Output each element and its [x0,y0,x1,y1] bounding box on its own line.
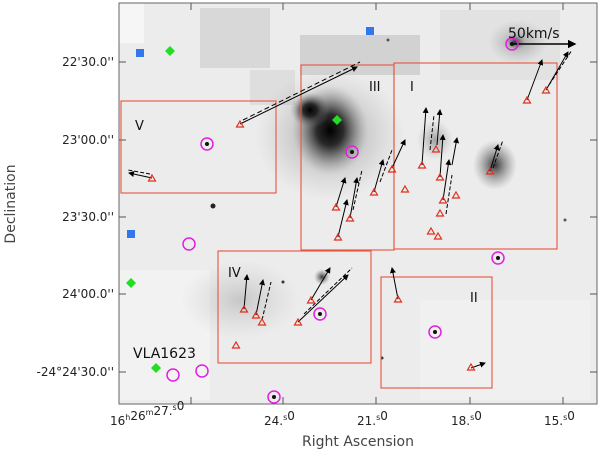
knot-triangles [147,85,551,371]
source-dots [205,42,514,399]
region-label-v: V [135,119,144,134]
region-box-iv [217,250,372,364]
plot-frame [118,2,598,405]
region-box-v [120,100,277,194]
region-label-ii: II [470,291,478,306]
region-box-i [393,62,558,250]
region-label-iv: IV [228,266,241,281]
y-axis-label: Declination [3,164,19,243]
proper-motion-vectors [127,39,577,369]
region-box-ii [380,276,493,389]
region-boxes [120,62,558,389]
green-diamonds [126,46,342,373]
scale-bar-label: 50km/s [508,26,560,42]
blue-squares [127,27,374,238]
ra-tick-labels: 16h26m27.s0 24.s0 21.s0 18.s0 15.s0 [110,399,575,428]
dec-tick-label: 23'00.0'' [62,133,114,147]
ra-tick-label-2: 21.s0 [357,409,388,428]
source-circles [166,37,519,404]
ra-tick-label-1: 24.s0 [264,409,295,428]
region-label-iii: III [369,80,381,95]
dec-tick-labels: 22'30.0'' 23'00.0'' 23'30.0'' 24'00.0'' … [37,55,114,379]
dec-tick-label: -24°24'30.0'' [37,365,114,379]
region-label-i: I [410,80,414,95]
x-axis-label: Right Ascension [302,434,414,450]
ra-tick-label-4: 15.s0 [544,409,575,428]
vla1623-label: VLA1623 [133,346,196,362]
dec-tick-label: 23'30.0'' [62,210,114,224]
dec-tick-label: 24'00.0'' [62,287,114,301]
axis-ticks [119,3,597,404]
ra-tick-label-0: 16h26m27.s0 [110,399,184,428]
ra-tick-label-3: 18.s0 [451,409,482,428]
sky-image [119,3,597,404]
dec-tick-label: 22'30.0'' [62,55,114,69]
